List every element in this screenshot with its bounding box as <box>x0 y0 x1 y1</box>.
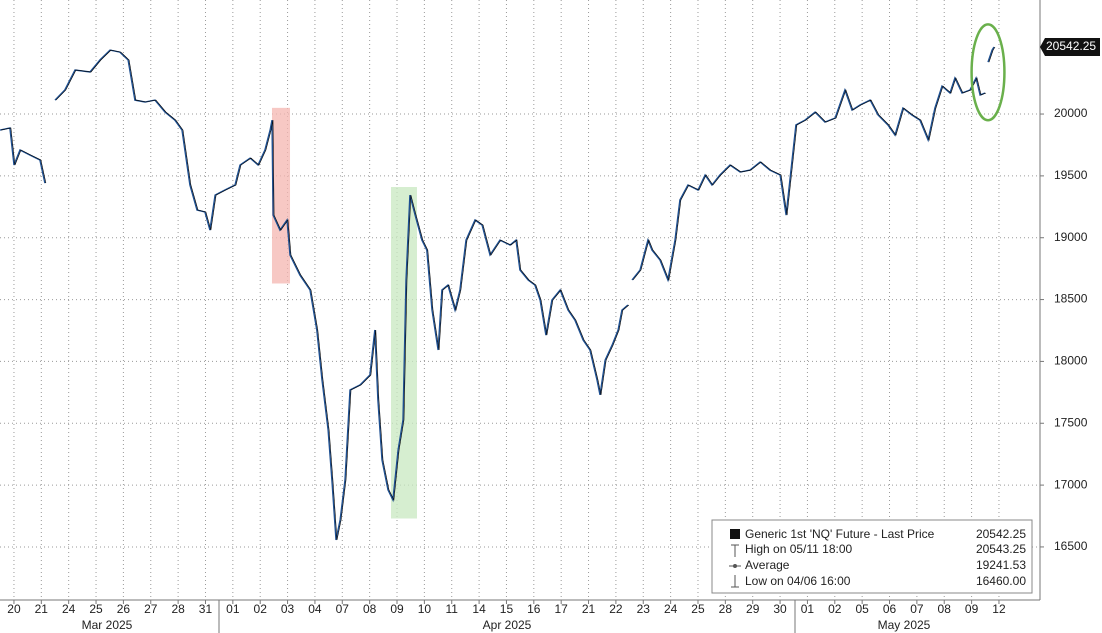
x-tick-label: 06 <box>883 602 897 616</box>
legend-swatch <box>730 529 740 539</box>
legend-value: 19241.53 <box>976 558 1026 572</box>
x-tick-label: 26 <box>117 602 131 616</box>
callout <box>970 23 1006 122</box>
legend-box <box>711 519 1033 594</box>
x-tick-label: 09 <box>390 602 404 616</box>
y-tick-label: 19500 <box>1054 168 1088 182</box>
x-tick-label: 23 <box>637 602 651 616</box>
y-tick-label: 18500 <box>1054 292 1088 306</box>
x-tick-label: 15 <box>500 602 514 616</box>
legend-value: 16460.00 <box>976 574 1026 588</box>
y-tick-label: 20000 <box>1054 106 1088 120</box>
x-tick-label: 03 <box>281 602 295 616</box>
x-tick-label: 04 <box>308 602 322 616</box>
x-tick-label: 16 <box>527 602 541 616</box>
legend-value: 20542.25 <box>976 527 1026 541</box>
x-tick-label: 22 <box>609 602 623 616</box>
highlight <box>271 107 291 284</box>
legend-icon <box>731 575 739 588</box>
axes: 16500 17000 17500 18000 18500 19000 19500 20000… <box>7 37 1100 632</box>
x-tick-label: 09 <box>965 602 979 616</box>
x-tick-label: 07 <box>910 602 924 616</box>
x-tick-label: 31 <box>199 602 213 616</box>
price-line <box>0 46 995 541</box>
x-tick-label: 21 <box>35 602 49 616</box>
legend-icon <box>731 544 739 557</box>
x-tick-label: 28 <box>719 602 733 616</box>
y-tick-label: 17000 <box>1054 477 1088 491</box>
legend-value: 20543.25 <box>976 542 1026 556</box>
month-label: Apr 2025 <box>483 618 532 632</box>
x-tick-label: 01 <box>226 602 240 616</box>
x-tick-label: 20 <box>7 602 21 616</box>
x-tick-label: 10 <box>418 602 432 616</box>
x-tick-label: 29 <box>746 602 760 616</box>
x-tick-label: 25 <box>691 602 705 616</box>
x-tick-label: 14 <box>472 602 486 616</box>
month-label: May 2025 <box>878 618 931 632</box>
x-tick-label: 27 <box>144 602 158 616</box>
x-tick-label: 02 <box>254 602 268 616</box>
price-line-shadow <box>0 46 996 541</box>
month-label: Mar 2025 <box>82 618 133 632</box>
x-tick-label: 28 <box>171 602 185 616</box>
last-price-tag <box>1040 37 1100 56</box>
x-tick-label: 24 <box>664 602 678 616</box>
y-tick-label: 16500 <box>1054 539 1088 553</box>
x-tick-label: 17 <box>554 602 568 616</box>
y-tick-label: 19000 <box>1054 230 1088 244</box>
legend-label: Generic 1st 'NQ' Future - Last Price <box>745 527 935 541</box>
last-price-label: 20542.25 <box>1046 39 1096 53</box>
legend-label: High on 05/11 18:00 <box>745 542 853 556</box>
grid <box>0 0 1040 600</box>
x-tick-label: 21 <box>582 602 596 616</box>
plot <box>0 23 1006 541</box>
y-tick-label: 18000 <box>1054 354 1088 368</box>
y-tick-label: 17500 <box>1054 415 1088 429</box>
x-tick-label: 08 <box>363 602 377 616</box>
x-tick-label: 02 <box>828 602 842 616</box>
x-tick-label: 30 <box>773 602 787 616</box>
x-tick-label: 24 <box>62 602 76 616</box>
legend-icon <box>733 564 737 568</box>
x-tick-label: 25 <box>89 602 103 616</box>
x-tick-label: 05 <box>855 602 869 616</box>
x-tick-label: 11 <box>445 602 458 616</box>
legend-label: Low on 04/06 16:00 <box>745 574 851 588</box>
x-tick-label: 07 <box>336 602 350 616</box>
legend: Generic 1st 'NQ' Future - Last Price 205… <box>711 519 1033 594</box>
x-tick-label: 08 <box>938 602 952 616</box>
x-tick-label: 01 <box>801 602 815 616</box>
x-tick-label: 12 <box>992 602 1006 616</box>
legend-label: Average <box>745 558 790 572</box>
